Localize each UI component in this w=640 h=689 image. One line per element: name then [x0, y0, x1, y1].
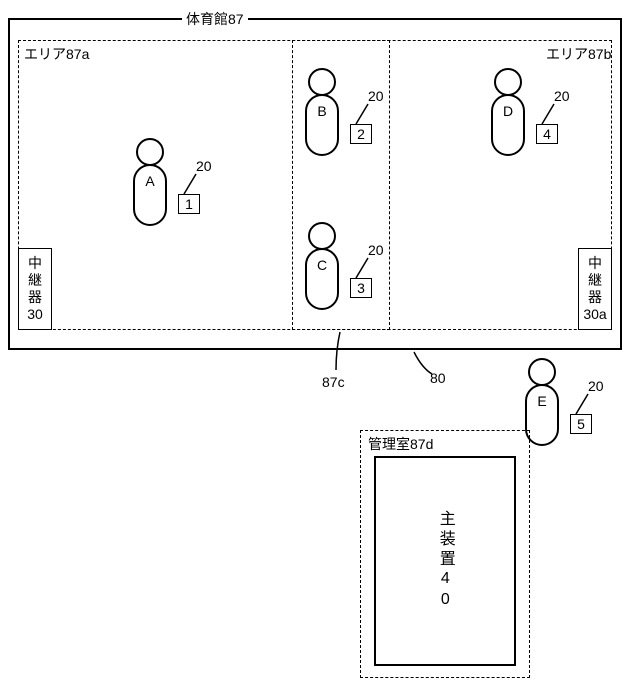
- relay-left-l2: 継: [28, 272, 42, 289]
- relay-left-l4: 30: [27, 306, 43, 323]
- tag-B: 2: [350, 124, 372, 144]
- lead-A: [178, 172, 208, 196]
- mgmt-main-ref: 40: [437, 570, 454, 612]
- diagram-stage: 体育館87 エリア87a エリア87b 中 継 器 30 中 継 器 30a A…: [0, 0, 640, 689]
- person-letter: C: [317, 257, 327, 273]
- callout-D: 20: [554, 88, 570, 104]
- area-87a-label: エリア87a: [24, 44, 89, 64]
- lead-87c: [330, 330, 360, 376]
- ref-87c: 87c: [322, 374, 345, 390]
- mgmt-main-device: 主装置40: [374, 456, 516, 666]
- tag-E: 5: [570, 414, 592, 434]
- person-icon: B: [300, 68, 344, 160]
- person-B: B: [300, 68, 344, 160]
- tag-D: 4: [536, 124, 558, 144]
- person-icon: D: [486, 68, 530, 160]
- person-A: A: [128, 138, 172, 230]
- person-letter: A: [145, 173, 155, 189]
- mgmt-room-title: 管理室87d: [368, 434, 433, 454]
- lead-E: [570, 392, 600, 416]
- relay-right-l1: 中: [588, 255, 602, 272]
- person-D: D: [486, 68, 530, 160]
- callout-A: 20: [196, 158, 212, 174]
- relay-right-l2: 継: [588, 272, 602, 289]
- callout-C: 20: [368, 242, 384, 258]
- person-letter: B: [317, 103, 326, 119]
- person-C: C: [300, 222, 344, 314]
- person-icon: C: [300, 222, 344, 314]
- relay-right: 中 継 器 30a: [578, 248, 612, 330]
- mgmt-main-label-text: 主装置: [437, 510, 454, 570]
- relay-left-l3: 器: [28, 289, 42, 306]
- relay-right-l3: 器: [588, 289, 602, 306]
- callout-B: 20: [368, 88, 384, 104]
- ref-80: 80: [430, 370, 446, 386]
- tag-C: 3: [350, 278, 372, 298]
- lead-C: [350, 256, 380, 280]
- person-letter: E: [537, 393, 546, 409]
- tag-A: 1: [178, 194, 200, 214]
- relay-left-l1: 中: [28, 255, 42, 272]
- relay-left: 中 継 器 30: [18, 248, 52, 330]
- area-87b-label: エリア87b: [546, 44, 611, 64]
- person-icon: A: [128, 138, 172, 230]
- lead-B: [350, 102, 380, 126]
- relay-right-l4: 30a: [583, 306, 606, 323]
- lead-D: [536, 102, 566, 126]
- mgmt-main-label: 主装置40: [432, 510, 458, 612]
- gymnasium-title: 体育館87: [182, 9, 248, 29]
- person-letter: D: [503, 103, 513, 119]
- callout-E: 20: [588, 378, 604, 394]
